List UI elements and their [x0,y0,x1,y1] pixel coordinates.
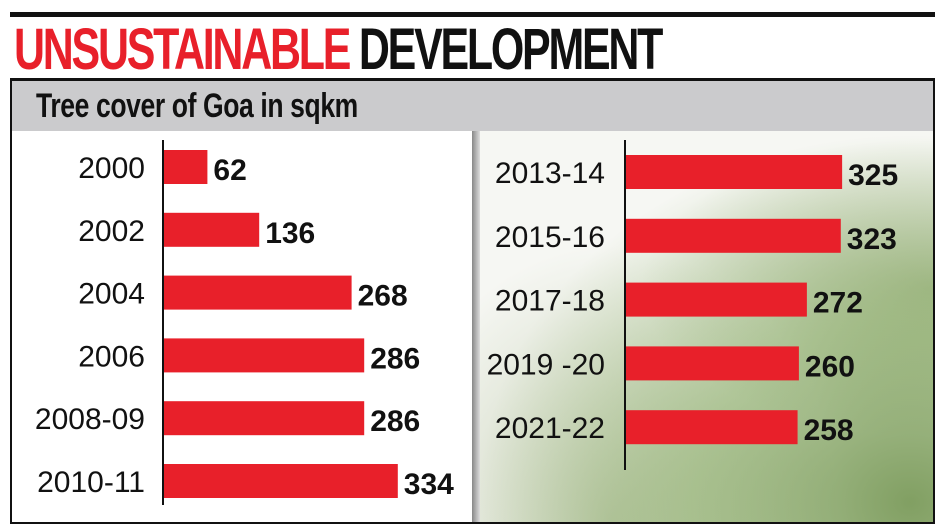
data-label: 323 [847,223,897,256]
category-label: 2008-09 [35,403,145,436]
bar [626,410,798,445]
category-label: 2017-18 [495,285,605,318]
headline-accent: UNSUSTAINABLE [14,17,351,82]
bar [626,155,843,189]
category-label: 2002 [78,215,145,248]
headline: UNSUSTAINABLE DEVELOPMENT [14,14,664,86]
forest-background [474,131,933,522]
bar [164,401,365,436]
category-label: 2006 [78,340,145,373]
data-label: 260 [805,350,855,383]
bar [164,275,352,310]
category-label: 2021-22 [495,412,605,445]
bar [626,282,807,317]
data-label: 325 [848,159,898,192]
data-label: 286 [370,405,420,438]
bar [164,464,398,498]
chart-panel: Tree cover of Goa in sqkm [10,78,935,524]
category-label: 2019 -20 [487,348,605,381]
category-label: 2015-16 [495,221,605,254]
headline-main: DEVELOPMENT [358,17,664,82]
bar [164,212,260,247]
category-label: 2013-14 [495,157,605,190]
data-label: 136 [265,217,315,250]
data-label: 258 [804,414,854,447]
bar [164,150,208,184]
top-rule [10,12,935,17]
data-label: 334 [404,468,454,501]
bar [626,218,841,253]
data-label: 272 [813,287,863,320]
bar [626,346,799,381]
data-label: 62 [213,154,246,187]
subtitle-bar: Tree cover of Goa in sqkm [12,81,933,131]
category-label: 2000 [78,152,145,185]
panel-divider [472,131,480,522]
bar [164,338,365,373]
category-label: 2010-11 [37,466,145,499]
category-label: 2004 [78,278,145,311]
data-label: 268 [358,280,408,313]
chart-subtitle: Tree cover of Goa in sqkm [36,87,358,125]
data-label: 286 [370,342,420,375]
